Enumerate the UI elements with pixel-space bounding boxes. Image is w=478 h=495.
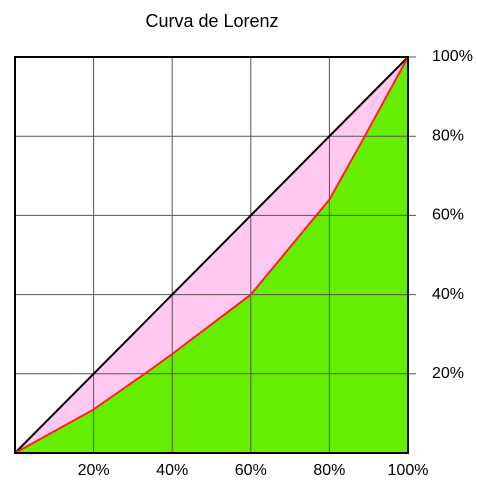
plot-border xyxy=(14,56,409,454)
y-tick-label: 20% xyxy=(432,365,464,382)
y-tick-label: 80% xyxy=(432,127,464,144)
x-tick-label: 100% xyxy=(388,462,429,479)
y-tick-label: 60% xyxy=(432,207,464,224)
area-fill xyxy=(15,57,408,453)
y-tick-label: 40% xyxy=(432,286,464,303)
x-tick-label: 20% xyxy=(78,462,110,479)
series-line xyxy=(14,56,409,454)
series-line xyxy=(14,56,409,454)
x-tick-label: 80% xyxy=(313,462,345,479)
y-tick-label: 100% xyxy=(432,48,473,65)
x-tick-label: 40% xyxy=(156,462,188,479)
chart-title: Curva de Lorenz xyxy=(145,11,278,31)
x-tick-label: 60% xyxy=(235,462,267,479)
